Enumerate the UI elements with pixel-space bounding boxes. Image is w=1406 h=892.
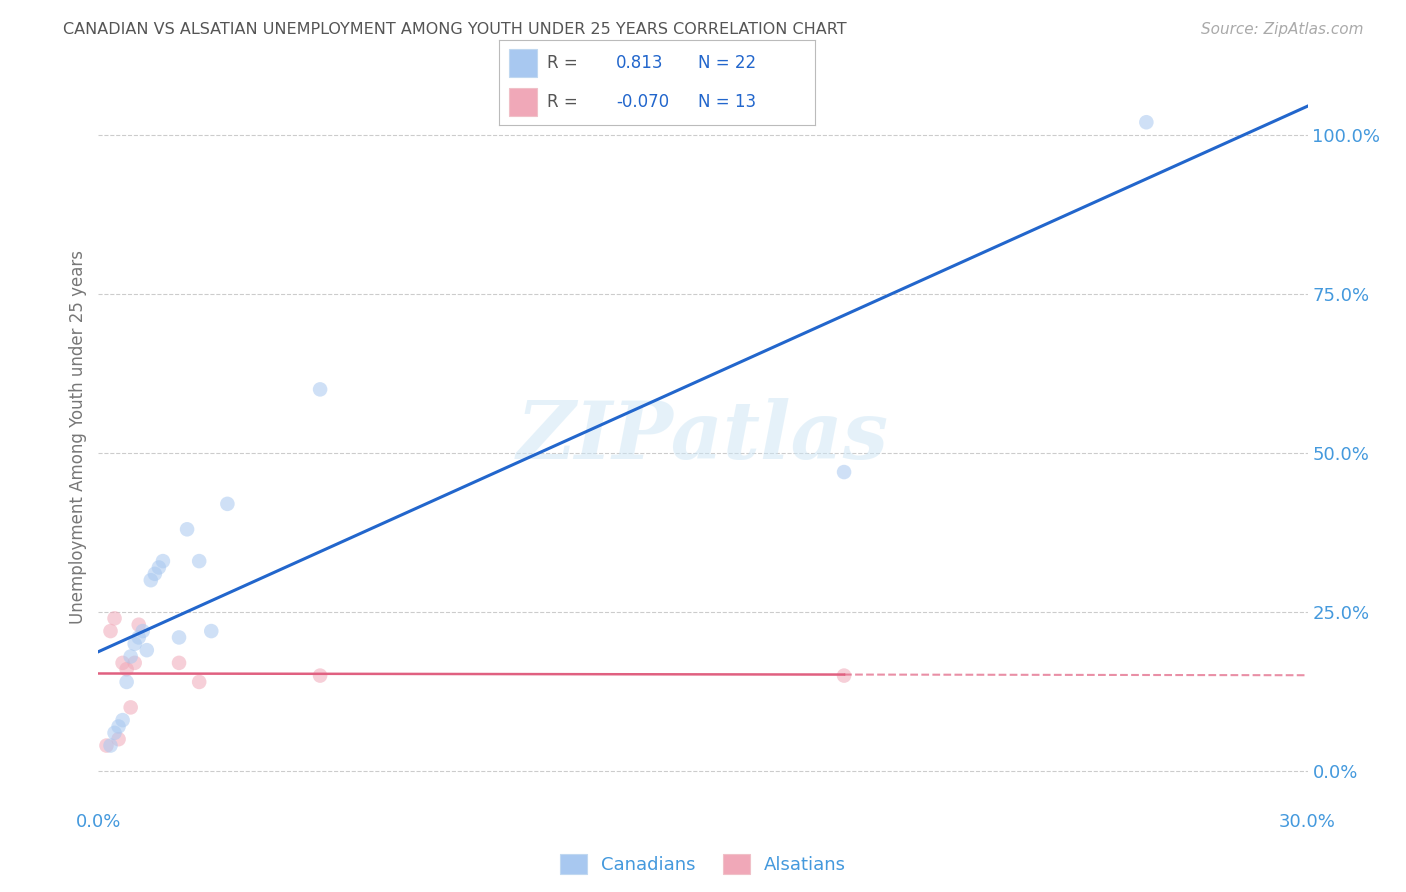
Point: [132, 624, 155, 638]
FancyBboxPatch shape: [509, 49, 537, 77]
Point: [139, 573, 162, 587]
Text: -0.070: -0.070: [616, 93, 669, 111]
Point: [128, 631, 150, 645]
Point: [832, 465, 855, 479]
Point: [100, 624, 122, 638]
Text: Source: ZipAtlas.com: Source: ZipAtlas.com: [1201, 22, 1364, 37]
Point: [148, 560, 170, 574]
Point: [309, 383, 332, 397]
FancyBboxPatch shape: [509, 88, 537, 116]
Point: [124, 656, 146, 670]
Point: [188, 675, 211, 690]
Y-axis label: Unemployment Among Youth under 25 years: Unemployment Among Youth under 25 years: [69, 250, 87, 624]
Text: N = 13: N = 13: [699, 93, 756, 111]
Text: ZIPatlas: ZIPatlas: [517, 399, 889, 475]
Text: 0.813: 0.813: [616, 54, 664, 72]
Point: [107, 719, 129, 733]
Text: R =: R =: [547, 93, 582, 111]
Point: [143, 566, 166, 581]
Text: CANADIAN VS ALSATIAN UNEMPLOYMENT AMONG YOUTH UNDER 25 YEARS CORRELATION CHART: CANADIAN VS ALSATIAN UNEMPLOYMENT AMONG …: [63, 22, 846, 37]
Point: [128, 617, 150, 632]
Point: [152, 554, 174, 568]
Point: [217, 497, 239, 511]
Text: R =: R =: [547, 54, 578, 72]
Point: [167, 631, 190, 645]
Point: [115, 662, 138, 676]
Point: [124, 637, 146, 651]
Point: [176, 522, 198, 536]
Point: [309, 668, 332, 682]
Point: [96, 739, 118, 753]
Point: [200, 624, 222, 638]
Point: [167, 656, 190, 670]
Point: [103, 611, 125, 625]
Point: [832, 668, 855, 682]
Point: [188, 554, 211, 568]
Point: [120, 649, 142, 664]
Point: [103, 726, 125, 740]
Point: [120, 700, 142, 714]
Point: [115, 675, 138, 690]
Point: [100, 739, 122, 753]
Point: [135, 643, 157, 657]
Point: [111, 656, 134, 670]
Point: [111, 713, 134, 727]
Point: [1135, 115, 1157, 129]
Point: [107, 732, 129, 747]
Legend: Canadians, Alsatians: Canadians, Alsatians: [553, 847, 853, 881]
Text: N = 22: N = 22: [699, 54, 756, 72]
